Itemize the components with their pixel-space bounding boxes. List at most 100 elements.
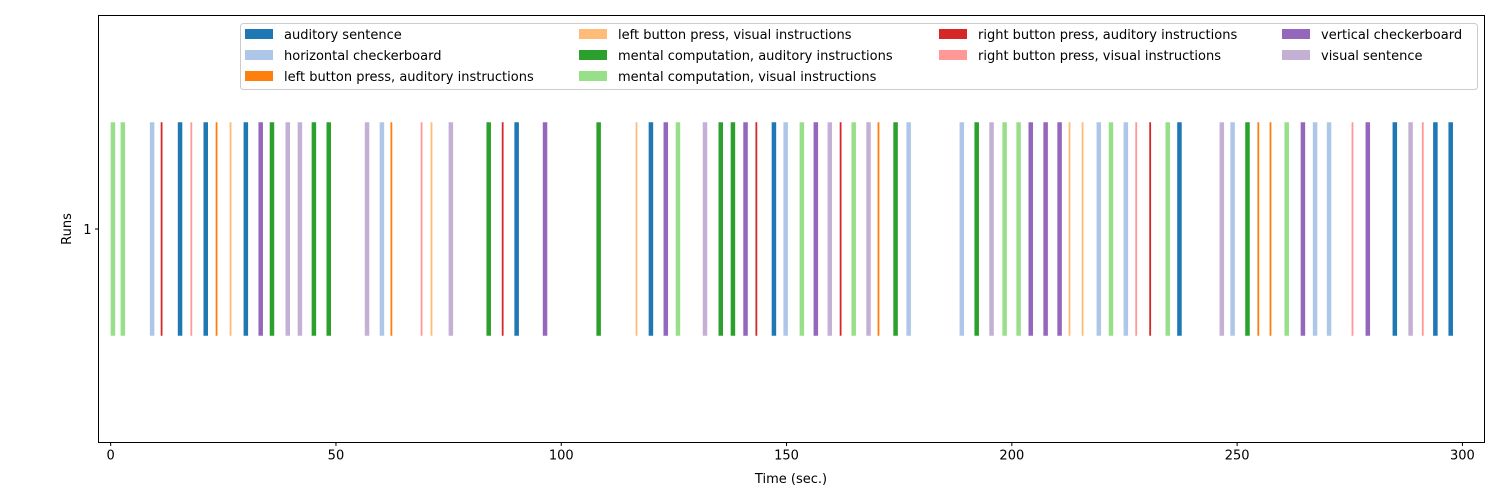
event-bar-9-6 — [866, 122, 871, 336]
event-bar-1-3 — [906, 122, 911, 336]
event-bar-3-4 — [1081, 122, 1084, 336]
event-bar-4-8 — [974, 122, 979, 336]
event-bar-2-2 — [877, 122, 880, 336]
legend-swatch — [579, 29, 607, 39]
event-bar-2-0 — [215, 122, 218, 336]
legend-swatch — [1282, 29, 1310, 39]
event-bar-8-6 — [1043, 122, 1048, 336]
x-tick-label: 300 — [1450, 449, 1475, 464]
event-bar-4-6 — [730, 122, 736, 336]
event-bar-1-1 — [379, 122, 385, 336]
event-bar-0-3 — [514, 122, 519, 336]
event-bar-4-1 — [311, 122, 317, 336]
legend-label: right button press, visual instructions — [978, 49, 1221, 64]
event-bar-9-0 — [285, 122, 290, 336]
legend: auditory sentence horizontal checkerboard… — [240, 23, 1478, 90]
event-bars — [110, 122, 1453, 336]
event-bar-7-1 — [420, 122, 423, 336]
legend-swatch — [939, 29, 967, 39]
event-bar-9-4 — [702, 122, 708, 336]
event-bar-8-2 — [663, 122, 669, 336]
legend-label: vertical checkerboard — [1321, 28, 1462, 43]
event-bar-1-9 — [1326, 122, 1332, 336]
y-tick-label: 1 — [83, 223, 91, 238]
event-bar-9-7 — [989, 122, 994, 336]
event-bar-8-4 — [813, 122, 819, 336]
x-axis-label: Time (sec.) — [754, 472, 827, 487]
legend-swatch — [939, 50, 967, 60]
event-bar-1-0 — [149, 122, 155, 336]
event-bar-2-1 — [390, 122, 393, 336]
event-bar-4-2 — [326, 122, 332, 336]
event-bar-4-3 — [486, 122, 491, 336]
event-bar-3-2 — [635, 122, 638, 336]
event-bar-5-0 — [110, 122, 116, 336]
x-tick-label: 0 — [107, 449, 115, 464]
event-bar-8-1 — [542, 122, 548, 336]
event-bar-1-8 — [1312, 122, 1318, 336]
legend-swatch — [245, 71, 273, 81]
legend-label: left button press, auditory instructions — [284, 70, 534, 85]
event-bar-8-5 — [1028, 122, 1034, 336]
event-bar-3-0 — [229, 122, 232, 336]
event-bar-7-0 — [190, 122, 193, 336]
event-bar-9-8 — [1219, 122, 1225, 336]
event-bar-1-6 — [1123, 122, 1129, 336]
event-bar-1-7 — [1230, 122, 1235, 336]
event-bar-6-4 — [1149, 122, 1152, 336]
event-bar-7-3 — [1351, 122, 1354, 336]
event-bar-0-5 — [771, 122, 777, 336]
event-bar-8-9 — [1365, 122, 1371, 336]
event-bar-9-3 — [448, 122, 454, 336]
event-bar-2-4 — [1269, 122, 1272, 336]
event-bar-6-1 — [501, 122, 504, 336]
event-bar-0-6 — [1177, 122, 1182, 336]
event-bar-0-7 — [1392, 122, 1398, 336]
event-bar-5-1 — [120, 122, 126, 336]
x-tick-label: 50 — [328, 449, 345, 464]
event-bar-7-4 — [1421, 122, 1424, 336]
event-bar-8-7 — [1057, 122, 1062, 336]
x-tick-label: 200 — [999, 449, 1024, 464]
event-bar-0-8 — [1433, 122, 1438, 336]
event-bar-5-2 — [675, 122, 681, 336]
event-bar-1-4 — [959, 122, 965, 336]
event-bar-8-3 — [743, 122, 748, 336]
event-bar-9-1 — [297, 122, 303, 336]
event-bar-0-2 — [243, 122, 249, 336]
event-bar-5-7 — [1108, 122, 1114, 336]
legend-label: right button press, auditory instruction… — [978, 28, 1237, 43]
legend-swatch — [245, 50, 273, 60]
event-bar-4-5 — [718, 122, 724, 336]
event-bar-9-5 — [827, 122, 833, 336]
x-tick-label: 250 — [1225, 449, 1250, 464]
x-tick-label: 100 — [549, 449, 574, 464]
event-bar-0-4 — [648, 122, 654, 336]
event-bar-1-5 — [1096, 122, 1102, 336]
event-bar-0-0 — [177, 122, 183, 336]
y-axis-label: Runs — [60, 213, 75, 245]
legend-swatch — [579, 71, 607, 81]
x-tick-label: 150 — [774, 449, 799, 464]
event-bar-5-9 — [1284, 122, 1289, 336]
legend-label: mental computation, visual instructions — [618, 70, 877, 85]
event-bar-4-4 — [596, 122, 601, 336]
legend-label: auditory sentence — [284, 28, 402, 43]
event-bar-5-3 — [799, 122, 805, 336]
y-axis-ticks: 1 — [83, 223, 99, 238]
event-bar-9-9 — [1408, 122, 1413, 336]
event-bar-5-6 — [1016, 122, 1021, 336]
event-bar-0-1 — [203, 122, 208, 336]
legend-label: visual sentence — [1321, 49, 1423, 64]
legend-swatch — [245, 29, 273, 39]
event-bar-5-8 — [1165, 122, 1170, 336]
event-bar-7-2 — [1135, 122, 1138, 336]
event-bar-4-9 — [1245, 122, 1250, 336]
event-bar-8-8 — [1300, 122, 1306, 336]
event-bar-5-5 — [1002, 122, 1007, 336]
legend-label: left button press, visual instructions — [618, 28, 852, 43]
legend-label: mental computation, auditory instruction… — [618, 49, 893, 64]
event-bar-6-0 — [160, 122, 163, 336]
event-bar-2-3 — [1257, 122, 1260, 336]
event-bar-3-1 — [430, 122, 433, 336]
